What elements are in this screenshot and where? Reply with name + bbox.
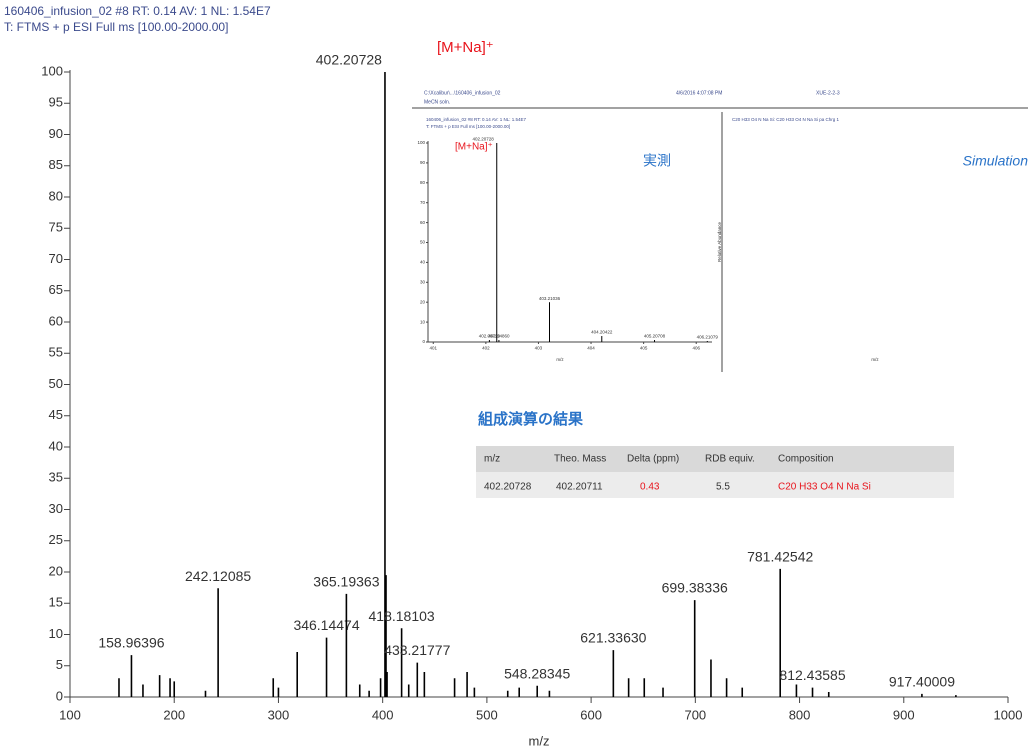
y-tick-label: 20 <box>420 299 426 304</box>
x-tick-label: 100 <box>59 707 81 722</box>
y-tick-label: 70 <box>420 200 426 205</box>
annotation: [M+Na]⁺ <box>437 39 494 56</box>
x-axis-label: m/z <box>529 733 550 748</box>
table-cell: 402.20728 <box>484 482 532 493</box>
peak-label: 418.18103 <box>369 608 435 624</box>
peak-label: 346.14474 <box>293 617 359 633</box>
y-tick-label: 100 <box>417 140 425 145</box>
y-tick-label: 10 <box>49 626 63 641</box>
y-tick-label: 55 <box>49 345 63 360</box>
table-cell: 402.20711 <box>556 482 603 493</box>
y-tick-label: 100 <box>41 63 63 78</box>
y-tick-label: 20 <box>49 563 63 578</box>
inset: C:\Xcalibur\...\160406_infusion_02 4/6/2… <box>412 86 1028 374</box>
peak-label: 405.20708 <box>644 334 666 339</box>
y-tick-label: 65 <box>49 282 63 297</box>
annotation: [M+Na]⁺ <box>455 142 493 153</box>
y-tick-label: 50 <box>49 376 63 391</box>
y-tick-label: 50 <box>420 240 426 245</box>
y-tick-label: 80 <box>49 188 63 203</box>
peak-label: 812.43585 <box>779 667 845 683</box>
inset-title: 160406_infusion_02 #8 RT: 0.14 AV: 1 NL:… <box>426 117 526 122</box>
y-tick-label: 75 <box>49 220 63 235</box>
table-cell: 0.43 <box>640 482 660 493</box>
peak-label: 548.28345 <box>504 665 570 681</box>
y-tick-label: 60 <box>49 313 63 328</box>
peak-label: 402.20728 <box>316 52 382 68</box>
y-tick-label: 85 <box>49 157 63 172</box>
x-tick-label: 900 <box>893 707 915 722</box>
y-tick-label: 10 <box>420 319 426 324</box>
peak-label: 781.42542 <box>747 548 813 564</box>
x-tick-label: 405 <box>640 346 648 351</box>
result-table: m/z Theo. Mass Delta (ppm) RDB equiv. Co… <box>476 446 954 498</box>
x-axis-label: m/z <box>556 357 564 362</box>
inset-title: C20 H33 O4 N Na Si: C20 H33 O4 N Na Si p… <box>732 117 840 122</box>
x-tick-label: 500 <box>476 707 498 722</box>
y-axis-label: Relative Abundance <box>717 221 722 262</box>
y-tick-label: 25 <box>49 532 63 547</box>
y-tick-label: 45 <box>49 407 63 422</box>
inset-subtitle: T: FTMS + p ESI Full ms [100.00-2000.00] <box>426 124 510 129</box>
table-header-cell: m/z <box>484 454 500 465</box>
table-header-cell: Composition <box>778 454 834 465</box>
table-header-cell: RDB equiv. <box>705 454 755 465</box>
x-tick-label: 404 <box>587 346 595 351</box>
x-tick-label: 1000 <box>994 707 1023 722</box>
x-tick-label: 402 <box>482 346 490 351</box>
table-cell: 5.5 <box>716 482 730 493</box>
y-tick-label: 90 <box>49 126 63 141</box>
x-tick-label: 403 <box>535 346 543 351</box>
y-tick-label: 30 <box>49 501 63 516</box>
y-tick-label: 15 <box>49 595 63 610</box>
x-tick-label: 401 <box>430 346 438 351</box>
chart-subtitle: T: FTMS + p ESI Full ms [100.00-2000.00] <box>4 20 228 34</box>
table-row-bg <box>476 472 954 498</box>
y-tick-label: 5 <box>56 657 63 672</box>
inset-note: MeCN soln. <box>424 99 450 105</box>
inset-sample: XUE-2-2-3 <box>816 90 840 96</box>
y-tick-label: 40 <box>420 260 426 265</box>
y-tick-label: 80 <box>420 180 426 185</box>
table-header-cell: Theo. Mass <box>554 454 606 465</box>
chart: 160406_infusion_02 #8 RT: 0.14 AV: 1 NL:… <box>0 0 1031 752</box>
page: 160406_infusion_02 #8 RT: 0.14 AV: 1 NL:… <box>0 0 1031 752</box>
y-tick-label: 90 <box>420 160 426 165</box>
table-header-cell: Delta (ppm) <box>627 454 679 465</box>
x-tick-label: 200 <box>163 707 185 722</box>
x-tick-label: 700 <box>684 707 706 722</box>
peak-label: 403.21036 <box>539 296 561 301</box>
x-tick-label: 600 <box>580 707 602 722</box>
peak-label: 402.24860 <box>488 334 510 339</box>
peak-label: 365.19363 <box>313 573 379 589</box>
x-tick-label: 300 <box>268 707 290 722</box>
result-title: 組成演算の結果 <box>478 410 584 428</box>
peak-label: 917.40009 <box>889 673 955 689</box>
y-tick-label: 60 <box>420 220 426 225</box>
y-tick-label: 30 <box>420 279 426 284</box>
y-tick-label: 0 <box>56 688 63 703</box>
y-tick-label: 70 <box>49 251 63 266</box>
x-tick-label: 406 <box>692 346 700 351</box>
peak-label: 406.21079 <box>697 335 719 340</box>
peak-label: 402.20728 <box>472 137 494 142</box>
x-tick-label: 800 <box>789 707 811 722</box>
caption: Simulation <box>963 153 1029 169</box>
peak-label: 621.33630 <box>580 630 646 646</box>
x-axis-label: m/z <box>871 357 879 362</box>
caption: 実測 <box>643 153 671 169</box>
y-tick-label: 95 <box>49 95 63 110</box>
peak-label: 699.38336 <box>662 580 728 596</box>
chart-title: 160406_infusion_02 #8 RT: 0.14 AV: 1 NL:… <box>4 4 271 18</box>
peak-label: 158.96396 <box>98 635 164 651</box>
peak-label: 242.12085 <box>185 568 251 584</box>
peak-label: 404.20422 <box>591 330 613 335</box>
y-tick-label: 40 <box>49 438 63 453</box>
table-cell: C20 H33 O4 N Na Si <box>778 482 871 493</box>
peak-label: 433.21777 <box>384 642 450 658</box>
inset-path: C:\Xcalibur\...\160406_infusion_02 <box>424 90 501 96</box>
x-tick-label: 400 <box>372 707 394 722</box>
y-tick-label: 35 <box>49 470 63 485</box>
inset-date: 4/6/2016 4:07:08 PM <box>676 90 722 96</box>
